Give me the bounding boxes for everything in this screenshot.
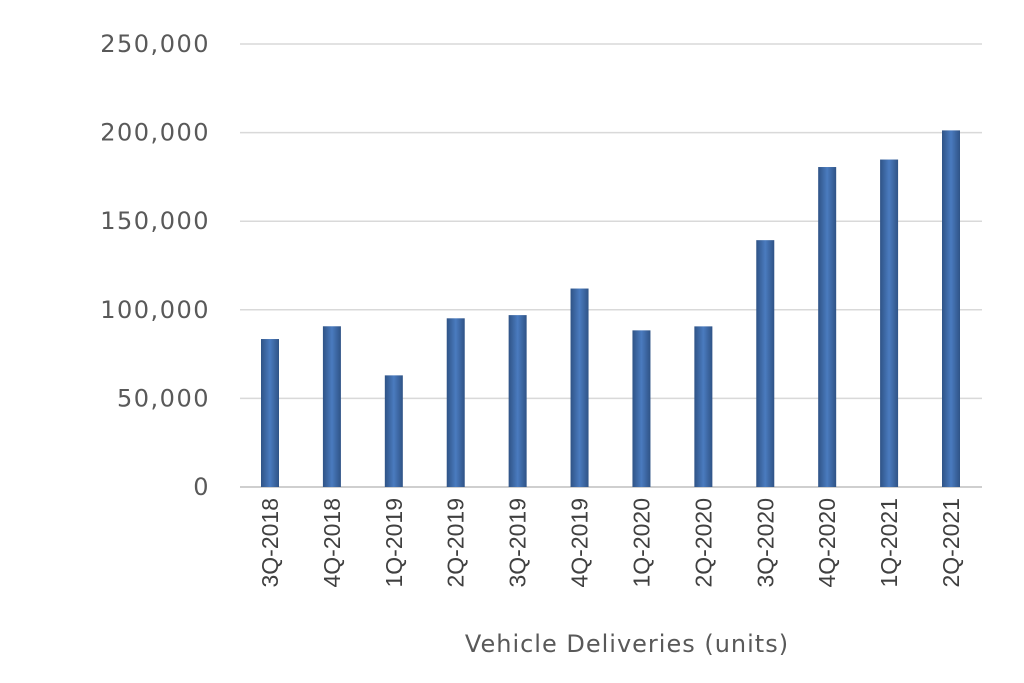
x-tick-label: 2Q-2019 [443, 498, 469, 588]
bar-3Q-2020 [756, 240, 775, 487]
x-axis-label: Vehicle Deliveries (units) [465, 630, 789, 658]
bar-2Q-2019 [446, 318, 465, 487]
x-tick-label: 4Q-2019 [567, 498, 593, 588]
bar-2Q-2020 [694, 326, 713, 487]
x-tick-label: 1Q-2021 [876, 498, 902, 588]
bar-3Q-2018 [261, 339, 279, 487]
x-axis-tick-labels: 3Q-2018 4Q-2018 1Q-2019 2Q-2019 3Q-2019 4Q-20… [257, 498, 964, 588]
y-axis-tick-labels: 0 50,000 100,000 150,000 200,000 250,000 [100, 30, 210, 501]
bar-4Q-2018 [322, 326, 341, 487]
y-tick-label: 50,000 [117, 384, 210, 412]
x-tick-label: 2Q-2020 [690, 498, 716, 588]
bar-4Q-2019 [570, 288, 589, 487]
y-tick-label: 150,000 [100, 207, 210, 235]
bar-2Q-2021 [942, 130, 960, 487]
x-tick-label: 1Q-2019 [381, 498, 407, 588]
x-tick-label: 3Q-2020 [752, 498, 778, 588]
bar-4Q-2020 [818, 167, 837, 487]
bar-1Q-2021 [880, 159, 899, 487]
bar-1Q-2019 [384, 375, 403, 487]
x-tick-label: 3Q-2018 [257, 498, 283, 588]
bar-3Q-2019 [508, 315, 527, 487]
gridlines [240, 43, 982, 488]
x-tick-label: 1Q-2020 [628, 498, 654, 588]
x-tick-label: 4Q-2018 [319, 498, 345, 588]
y-tick-label: 200,000 [100, 119, 210, 147]
bar-1Q-2020 [632, 330, 651, 487]
y-tick-label: 100,000 [100, 296, 210, 324]
x-tick-label: 3Q-2019 [505, 498, 531, 588]
x-tick-label: 4Q-2020 [814, 498, 840, 588]
x-tick-label: 2Q-2021 [938, 498, 964, 588]
y-tick-label: 250,000 [100, 30, 210, 58]
bars [261, 130, 960, 487]
y-tick-label: 0 [193, 473, 210, 501]
